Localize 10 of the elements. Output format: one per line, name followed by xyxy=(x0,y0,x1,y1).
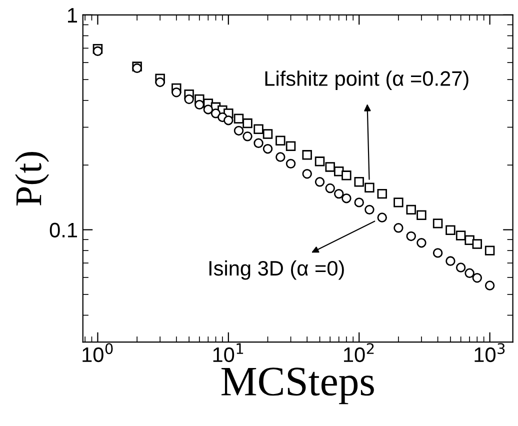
x-axis-title: MCSteps xyxy=(221,368,374,404)
x-tick-label: 10$^{2}$ xyxy=(344,343,374,362)
y-tick-label: 0.1 xyxy=(50,222,78,238)
x-tick-label: 10$^{3}$ xyxy=(474,343,505,362)
x-tick-label: 10$^{0}$ xyxy=(82,343,113,362)
annotation: Ising 3D (α =0) xyxy=(209,260,344,280)
y-axis-title: P(t) xyxy=(15,152,50,206)
y-tick-label: 1 xyxy=(68,8,78,22)
annotation: Lifshitz point (α =0.27) xyxy=(265,70,468,90)
x-tick-label: 10$^{1}$ xyxy=(213,343,244,362)
